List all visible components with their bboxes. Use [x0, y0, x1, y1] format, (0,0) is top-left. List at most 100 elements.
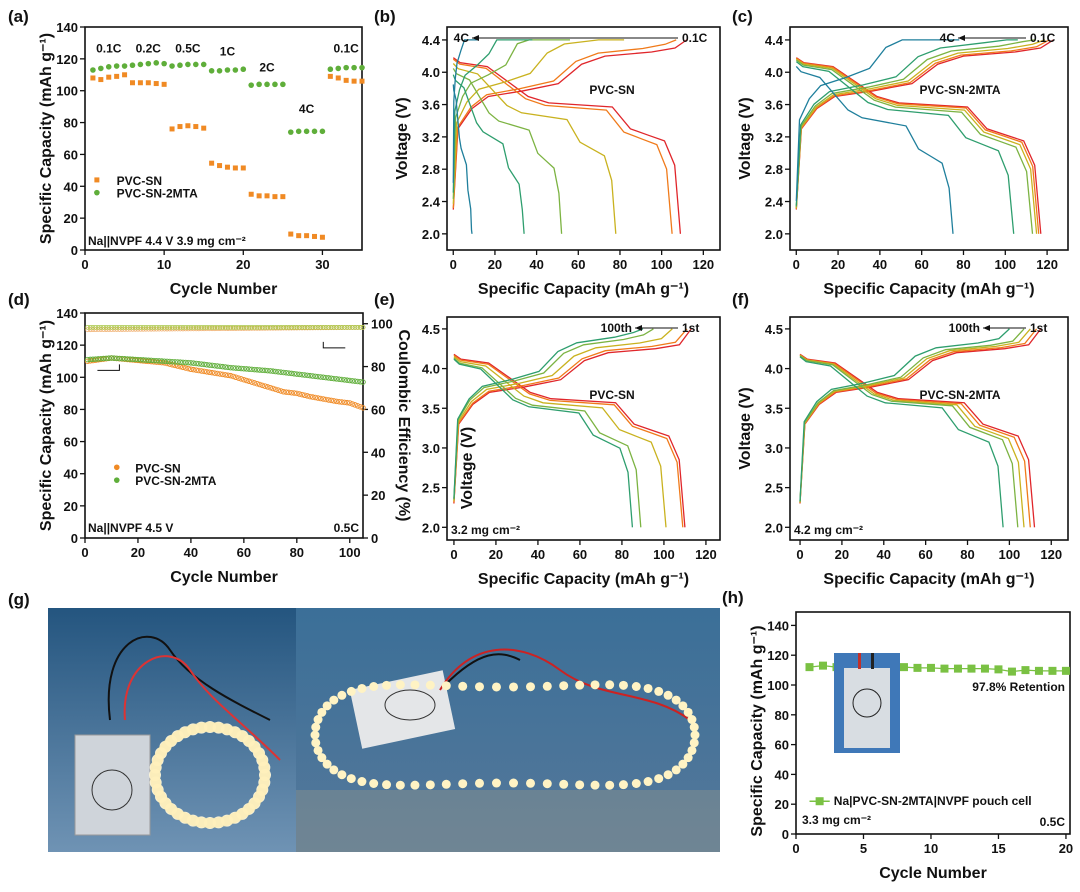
charge-curve	[795, 39, 1046, 209]
ce-point	[249, 324, 255, 330]
capacity-point	[166, 358, 173, 365]
charge-curve	[795, 39, 1018, 206]
panel-title: PVC-SN	[589, 83, 634, 97]
data-point-pvc-sn-2mta	[335, 65, 342, 72]
x-tick-label: 120	[1040, 547, 1062, 562]
y-tick-label: 2.8	[422, 162, 440, 177]
led-icon	[671, 765, 681, 775]
led-icon	[687, 715, 697, 725]
x-axis-label: Specific Capacity (mAh g⁻¹)	[823, 571, 1034, 588]
capacity-point	[315, 373, 321, 380]
arrow-end-label: 1st	[682, 321, 699, 335]
y2-tick-label: 60	[371, 402, 385, 417]
ce-point	[294, 324, 300, 330]
ce-point	[167, 324, 173, 330]
x-tick-label: 30	[315, 257, 329, 272]
x-tick-label: 40	[529, 257, 543, 272]
ce-point	[275, 324, 281, 330]
led-icon	[329, 695, 339, 705]
ce-point	[267, 324, 273, 330]
x-tick-label: 20	[1059, 841, 1073, 856]
capacity-point	[280, 369, 287, 376]
led-icon	[542, 779, 552, 789]
capacity-point	[309, 373, 316, 379]
panel-label: (d)	[8, 290, 30, 309]
data-point	[1048, 666, 1057, 675]
charge-curve	[799, 328, 1025, 503]
capacity-point	[341, 377, 348, 383]
capacity-point	[328, 397, 334, 404]
capacity-point	[241, 376, 247, 383]
ce-point	[252, 324, 257, 330]
led-icon	[317, 707, 327, 717]
capacity-point	[249, 379, 255, 385]
data-point-pvc-sn-2mta	[216, 68, 223, 74]
data-point	[805, 663, 814, 672]
panel-b	[442, 26, 721, 255]
capacity-point	[103, 355, 109, 362]
ce-point	[328, 324, 334, 330]
ce-point	[217, 324, 223, 330]
data-point-pvc-sn	[169, 126, 175, 132]
discharge-curve	[799, 354, 1025, 528]
discharge-curve	[453, 357, 642, 528]
ce-point	[207, 324, 212, 330]
ce-point	[344, 324, 350, 330]
x-tick-label: 40	[877, 547, 891, 562]
y-axis-label: Voltage (V)	[737, 387, 754, 469]
capacity-point	[352, 378, 358, 384]
capacity-point	[127, 356, 133, 362]
led-icon	[395, 780, 405, 790]
data-point-pvc-sn	[272, 194, 278, 200]
capacity-point	[304, 393, 311, 399]
ce-point	[334, 324, 339, 330]
arrow-start-label: 100th	[949, 321, 980, 335]
ce-point	[85, 324, 91, 330]
capacity-point	[185, 359, 192, 366]
capacity-point	[286, 389, 292, 396]
loading-note: 4.2 mg cm⁻²	[794, 523, 863, 537]
data-point-pvc-sn-2mta	[327, 66, 334, 73]
led-icon	[654, 686, 664, 696]
y-tick-label: 60	[64, 147, 78, 162]
led-icon	[590, 680, 600, 690]
ce-point	[233, 324, 239, 330]
capacity-point	[135, 356, 141, 363]
capacity-point	[333, 376, 340, 382]
led-icon	[310, 730, 320, 740]
capacity-point	[201, 361, 207, 368]
ce-point	[355, 324, 361, 330]
photo-led-strip	[296, 608, 720, 852]
arrow-end-label: 0.1C	[682, 31, 708, 45]
rate-label: 0.5C	[334, 521, 360, 535]
capacity-point	[106, 355, 112, 361]
y-axis-label: Voltage (V)	[737, 97, 754, 179]
ce-point	[164, 324, 170, 330]
led-icon	[631, 779, 641, 789]
led-icon	[357, 683, 367, 693]
ce-point	[302, 324, 308, 330]
capacity-point	[188, 366, 194, 373]
capacity-point	[153, 357, 160, 364]
y-tick-label: 0	[71, 531, 78, 546]
x-tick-label: 100	[653, 547, 675, 562]
capacity-point	[84, 356, 91, 363]
data-point-pvc-sn	[114, 73, 120, 79]
data-point-pvc-sn	[185, 123, 191, 129]
capacity-point	[339, 376, 345, 383]
data-point-pvc-sn	[153, 81, 159, 87]
ce-point	[270, 324, 276, 330]
x-tick-label: 5	[860, 841, 867, 856]
rate-label: 0.5C	[175, 41, 201, 55]
led-icon	[458, 779, 468, 789]
charge-curve	[453, 328, 688, 503]
led-icon	[618, 780, 628, 790]
ce-point	[326, 324, 331, 330]
led-icon	[509, 778, 519, 788]
y2-tick-label: 20	[371, 488, 385, 503]
x-tick-label: 10	[157, 257, 171, 272]
ce-point	[204, 324, 210, 330]
photo-led-ring	[48, 608, 296, 852]
y-tick-label: 120	[56, 338, 78, 353]
